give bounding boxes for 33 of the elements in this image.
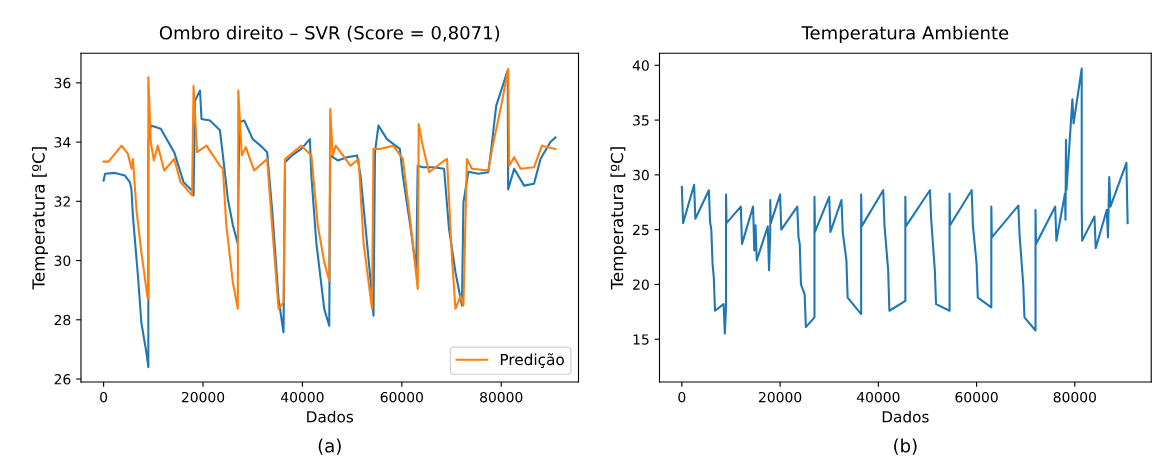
y-tick-label: 36 (54, 77, 71, 89)
line-series (102, 67, 557, 310)
x-tick-label: 60000 (955, 391, 998, 403)
x-tick-label: 0 (100, 391, 108, 403)
x-tick-label: 80000 (1053, 391, 1096, 403)
text: (a) (318, 438, 341, 455)
legend-label: Predição (500, 353, 564, 368)
y-tick-label: 34 (54, 137, 71, 148)
x-tick-label: 60000 (380, 391, 423, 403)
y-tick-label: 35 (633, 115, 649, 126)
y-tick-label: 20 (633, 279, 649, 290)
y-tick-label: 15 (633, 334, 649, 345)
y-tick-label: 30 (54, 255, 71, 267)
x-tick-label: 80000 (480, 391, 523, 403)
x-tick-label: 0 (678, 391, 686, 403)
y-tick-label: 40 (632, 60, 649, 71)
y-tick-label: 26 (54, 373, 71, 385)
x-tick-label: 40000 (856, 391, 900, 403)
chart-title: Temperatura Ambiente (801, 25, 1009, 44)
text: (b) (894, 438, 917, 455)
line-series (680, 67, 1129, 335)
y-tick-label: 28 (54, 314, 71, 326)
y-tick-label: 32 (54, 196, 70, 207)
y-tick-label: 25 (633, 224, 649, 236)
y-tick-label: 30 (633, 169, 649, 181)
y-axis-title: Temperatura [ºC] (31, 147, 49, 290)
x-axis-title: Dados (307, 410, 354, 423)
x-tick-label: 20000 (759, 391, 802, 403)
x-tick-label: 20000 (181, 391, 225, 403)
y-axis-title: Temperatura [ºC] (610, 147, 627, 290)
chart-title: Ombro direito – SVR (Score = 0,8071) (159, 25, 500, 42)
x-tick-label: 40000 (281, 391, 324, 403)
x-axis-title: Dados (882, 410, 929, 423)
